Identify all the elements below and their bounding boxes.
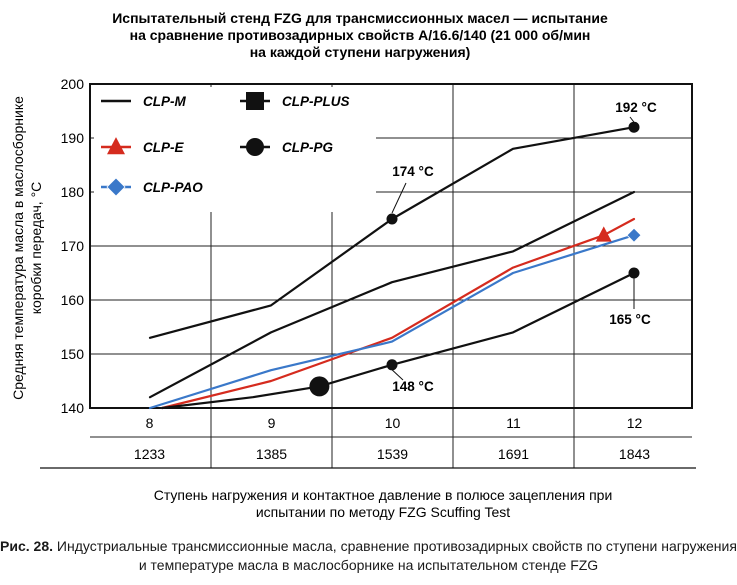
- legend-label: CLP-PG: [282, 140, 334, 155]
- y-tick-label: 140: [61, 400, 85, 416]
- legend-label: CLP-M: [143, 94, 186, 109]
- x-pressure-label: 1843: [619, 446, 650, 462]
- annotation-label: 148 °C: [392, 379, 434, 394]
- legend-background: [94, 87, 376, 212]
- y-axis-ticks: 140 150 160 170 180 190 200: [61, 76, 85, 416]
- legend-swatch-marker: [246, 138, 264, 156]
- x-stage-label: 10: [385, 415, 401, 431]
- annotation-label: 174 °C: [392, 164, 434, 179]
- clp-pg-marker: [628, 121, 640, 133]
- y-axis-label: Средняя температура масла в маслосборник…: [10, 96, 44, 400]
- figure-caption: Рис. 28. Индустриальные трансмиссионные …: [0, 537, 737, 575]
- legend-label: CLP-E: [143, 140, 184, 155]
- annotation-leader: [391, 369, 404, 381]
- clp-e-marker: [595, 226, 612, 242]
- plot-border: [89, 83, 693, 409]
- legend-swatch-marker: [107, 137, 125, 155]
- legend-label: CLP-PLUS: [282, 94, 350, 109]
- chart-title-line: Испытательный стенд FZG для трансмиссион…: [112, 10, 608, 26]
- y-tick-label: 180: [61, 184, 85, 200]
- series-line-clp-plus: [148, 190, 636, 399]
- annotation-leader: [391, 182, 407, 214]
- x-pressure-label: 1539: [377, 446, 408, 462]
- annotation-leader: [629, 116, 635, 123]
- y-tick-label: 150: [61, 346, 85, 362]
- x-stage-label: 11: [506, 415, 521, 431]
- series-markers: [309, 121, 642, 397]
- legend-swatch-marker: [106, 177, 126, 197]
- plot-frame: [89, 83, 693, 409]
- x-axis-label-line: испытании по методу FZG Scuffing Test: [256, 504, 510, 520]
- x-stage-label: 9: [268, 415, 276, 431]
- clp-pg-marker: [628, 267, 640, 279]
- caption-text: Индустриальные трансмиссионные масла, ср…: [56, 538, 737, 573]
- y-tick-label: 200: [61, 76, 85, 92]
- x-pressure-label: 1385: [256, 446, 287, 462]
- y-tick-label: 170: [61, 238, 85, 254]
- chart-title: Испытательный стенд FZG для трансмиссион…: [112, 10, 608, 60]
- clp-pao-marker: [626, 227, 642, 243]
- x-stage-label: 12: [627, 415, 643, 431]
- legend-swatch-marker: [246, 92, 264, 110]
- y-tick-label: 160: [61, 292, 85, 308]
- x-stage-label: 8: [146, 415, 154, 431]
- chart-title-line: на каждой ступени нагружения): [250, 44, 471, 60]
- y-axis-label-line: Средняя температура масла в маслосборник…: [10, 96, 26, 400]
- clp-pg-marker: [386, 213, 398, 225]
- annotation-label: 192 °C: [615, 100, 657, 115]
- series-line-clp-pao: [148, 234, 636, 410]
- clp-pg-marker: [309, 376, 330, 397]
- chart-title-line: на сравнение противозадирных свойств A/1…: [130, 27, 591, 43]
- x-axis-label: Ступень нагружения и контактное давление…: [154, 487, 613, 520]
- annotations: 192 °C 174 °C 148 °C 165 °C: [391, 100, 657, 394]
- caption-label: Рис. 28.: [0, 538, 54, 554]
- legend-label: CLP-PAO: [143, 180, 203, 195]
- x-axis-label-line: Ступень нагружения и контактное давление…: [154, 487, 613, 503]
- x-axis-table: 8 1233 9 1385 10 1539 11 1691 12 1843: [40, 415, 696, 469]
- series-line-clp-pg: [161, 271, 636, 410]
- legend: CLP-M CLP-PLUS CLP-E CLP-PG CLP-PAO: [94, 87, 376, 212]
- y-tick-label: 190: [61, 130, 85, 146]
- y-axis-label-line: коробки передач, °C: [28, 182, 44, 315]
- series-line-clp-e: [161, 217, 636, 410]
- annotation-label: 165 °C: [609, 312, 651, 327]
- x-pressure-label: 1233: [134, 446, 165, 462]
- clp-pg-marker: [386, 359, 398, 371]
- x-pressure-label: 1691: [498, 446, 529, 462]
